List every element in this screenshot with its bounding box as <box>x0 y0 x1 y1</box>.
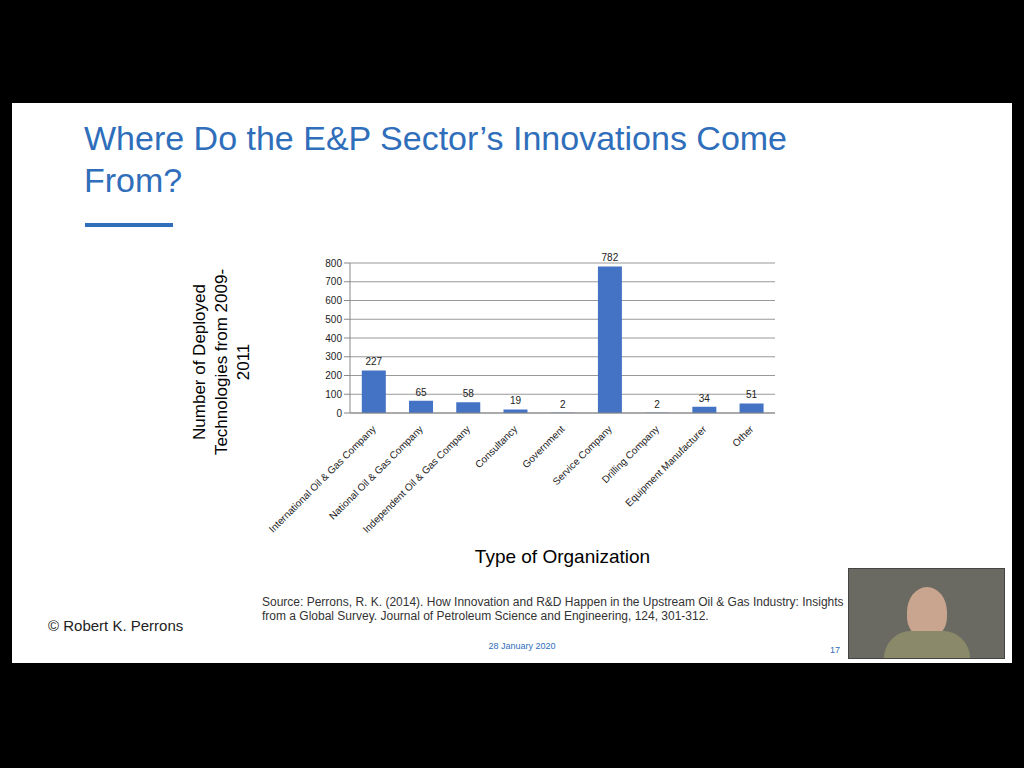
html-text:© Robert K. Perrons: © Robert K. Perrons <box>48 617 184 634</box>
svg-text:2: 2 <box>654 399 660 410</box>
svg-text:Other: Other <box>730 423 756 449</box>
svg-text:International Oil & Gas Compan: International Oil & Gas Company <box>266 423 378 535</box>
html-text:Where Do the E&P Sector’s Inno: Where Do the E&P Sector’s Innovations Co… <box>84 119 787 199</box>
svg-text:Service Company: Service Company <box>550 423 614 487</box>
svg-text:2: 2 <box>560 399 566 410</box>
svg-text:Independent Oil & Gas Company: Independent Oil & Gas Company <box>361 423 473 535</box>
svg-text:500: 500 <box>325 314 342 325</box>
svg-text:Government: Government <box>520 423 567 470</box>
svg-text:National Oil & Gas Company: National Oil & Gas Company <box>327 423 425 521</box>
svg-text:782: 782 <box>602 252 619 263</box>
svg-text:65: 65 <box>415 387 427 398</box>
svg-text:800: 800 <box>325 258 342 269</box>
svg-text:34: 34 <box>699 393 711 404</box>
svg-text:Consultancy: Consultancy <box>473 423 520 470</box>
html-text:28 January 2020: 28 January 2020 <box>488 641 556 651</box>
svg-text:700: 700 <box>325 276 342 287</box>
svg-text:300: 300 <box>325 351 342 362</box>
html-text:17: 17 <box>830 645 840 655</box>
svg-text:227: 227 <box>365 356 382 367</box>
svg-text:51: 51 <box>746 389 758 400</box>
svg-text:Drilling Company: Drilling Company <box>599 423 662 486</box>
svg-text:0: 0 <box>336 408 342 419</box>
html-text:Source: Perrons, R. K. (2014).: Source: Perrons, R. K. (2014). How Innov… <box>262 595 844 623</box>
svg-text:600: 600 <box>325 295 342 306</box>
svg-text:200: 200 <box>325 370 342 381</box>
html-text:Number of Deployed Technologie: Number of Deployed Technologies from 200… <box>190 268 253 456</box>
svg-text:400: 400 <box>325 333 342 344</box>
svg-text:Equipment Manufacturer: Equipment Manufacturer <box>623 423 709 509</box>
svg-text:Type of Organization: Type of Organization <box>475 546 650 567</box>
svg-text:19: 19 <box>510 395 522 406</box>
svg-text:100: 100 <box>325 389 342 400</box>
svg-text:58: 58 <box>463 388 475 399</box>
